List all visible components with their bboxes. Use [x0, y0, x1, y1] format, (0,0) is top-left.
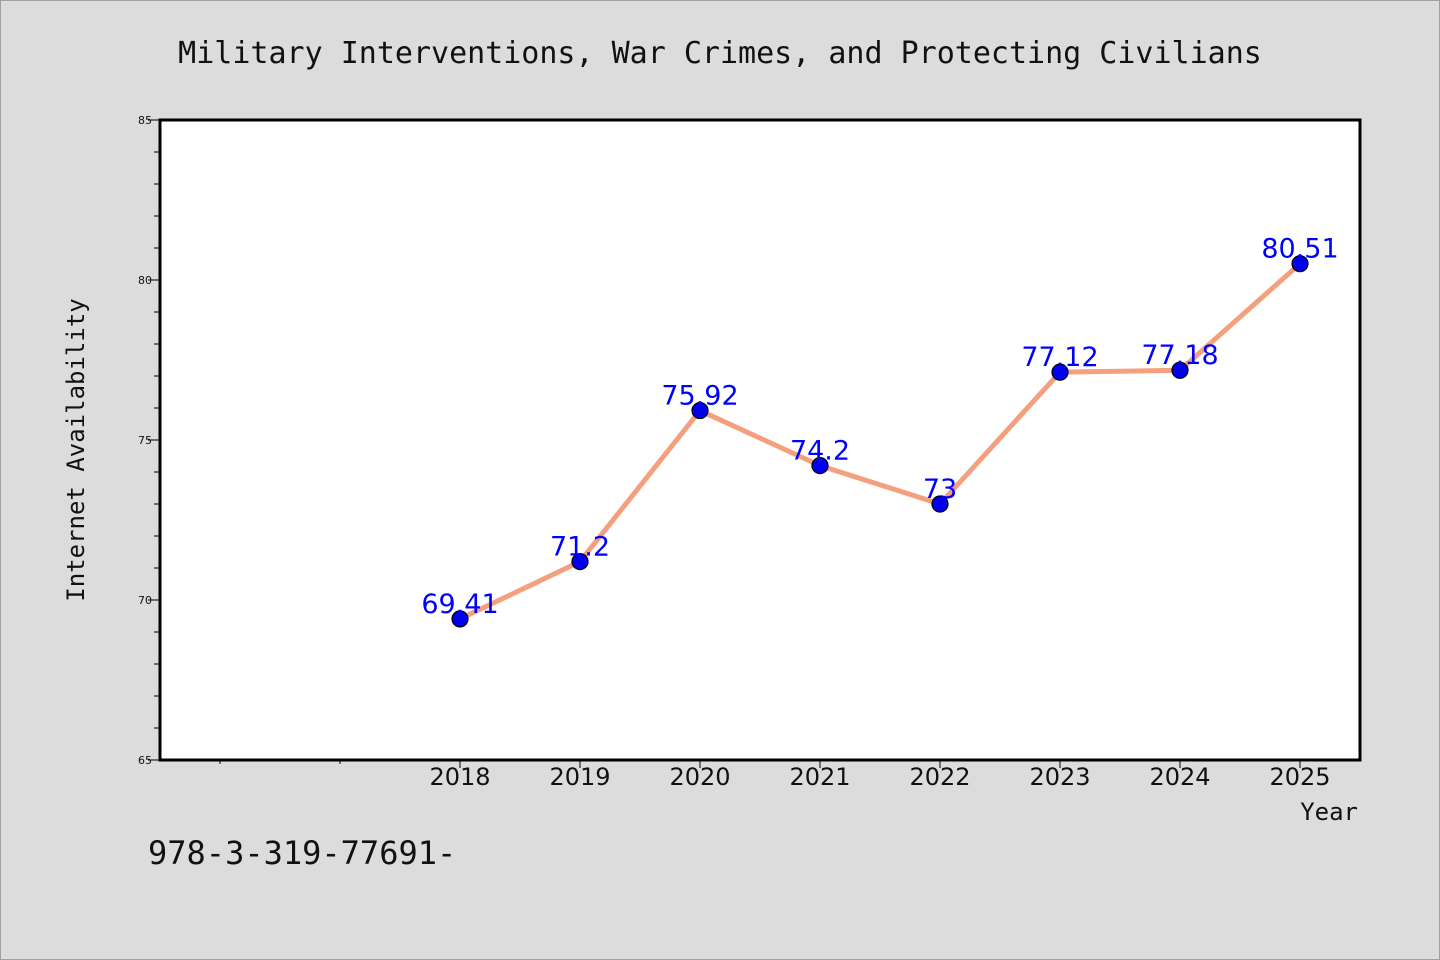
data-point — [1291, 255, 1309, 273]
data-point — [811, 457, 829, 475]
footer-code: 978-3-319-77691- — [148, 834, 456, 872]
data-label: 77.12 — [1021, 342, 1098, 373]
y-tick-label: 70 — [138, 594, 152, 607]
x-tick-label: 2025 — [1269, 763, 1330, 791]
y-tick-label: 65 — [138, 754, 152, 767]
y-tick-label: 80 — [138, 274, 152, 287]
data-point — [931, 495, 949, 513]
x-tick-label: 2024 — [1149, 763, 1210, 791]
data-point — [571, 552, 589, 571]
x-tick-label: 2019 — [549, 763, 610, 791]
chart-title: Military Interventions, War Crimes, and … — [178, 36, 1262, 71]
data-point — [691, 401, 709, 420]
data-label: 69.41 — [421, 589, 498, 620]
x-axis: 2018 2019 2020 2021 2022 2023 2024 2025 — [219, 760, 1331, 791]
y-axis: 65 70 75 80 85 — [138, 114, 160, 767]
data-series: 69.41 71.2 75.92 74.2 73 77.12 77.18 80.51 — [421, 234, 1339, 628]
data-label: 74.2 — [790, 436, 850, 467]
y-tick-label: 75 — [138, 434, 152, 447]
data-point — [1171, 361, 1189, 379]
x-tick-label: 2022 — [909, 763, 970, 791]
x-tick-label: 2018 — [429, 763, 490, 791]
series-line — [457, 261, 1303, 622]
y-tick-label: 85 — [138, 114, 152, 127]
x-tick-label: 2020 — [669, 763, 730, 791]
data-point — [451, 610, 469, 628]
x-tick-label: 2021 — [789, 763, 850, 791]
data-label: 73 — [923, 474, 957, 505]
y-axis-label: Internet Availability — [62, 298, 90, 601]
data-label: 75.92 — [661, 381, 738, 412]
data-label: 80.51 — [1261, 234, 1338, 265]
data-label: 77.18 — [1141, 340, 1218, 371]
data-point — [1051, 363, 1069, 381]
x-tick-label: 2023 — [1029, 763, 1090, 791]
data-label: 71.2 — [550, 532, 610, 563]
x-axis-label: Year — [1300, 798, 1358, 826]
